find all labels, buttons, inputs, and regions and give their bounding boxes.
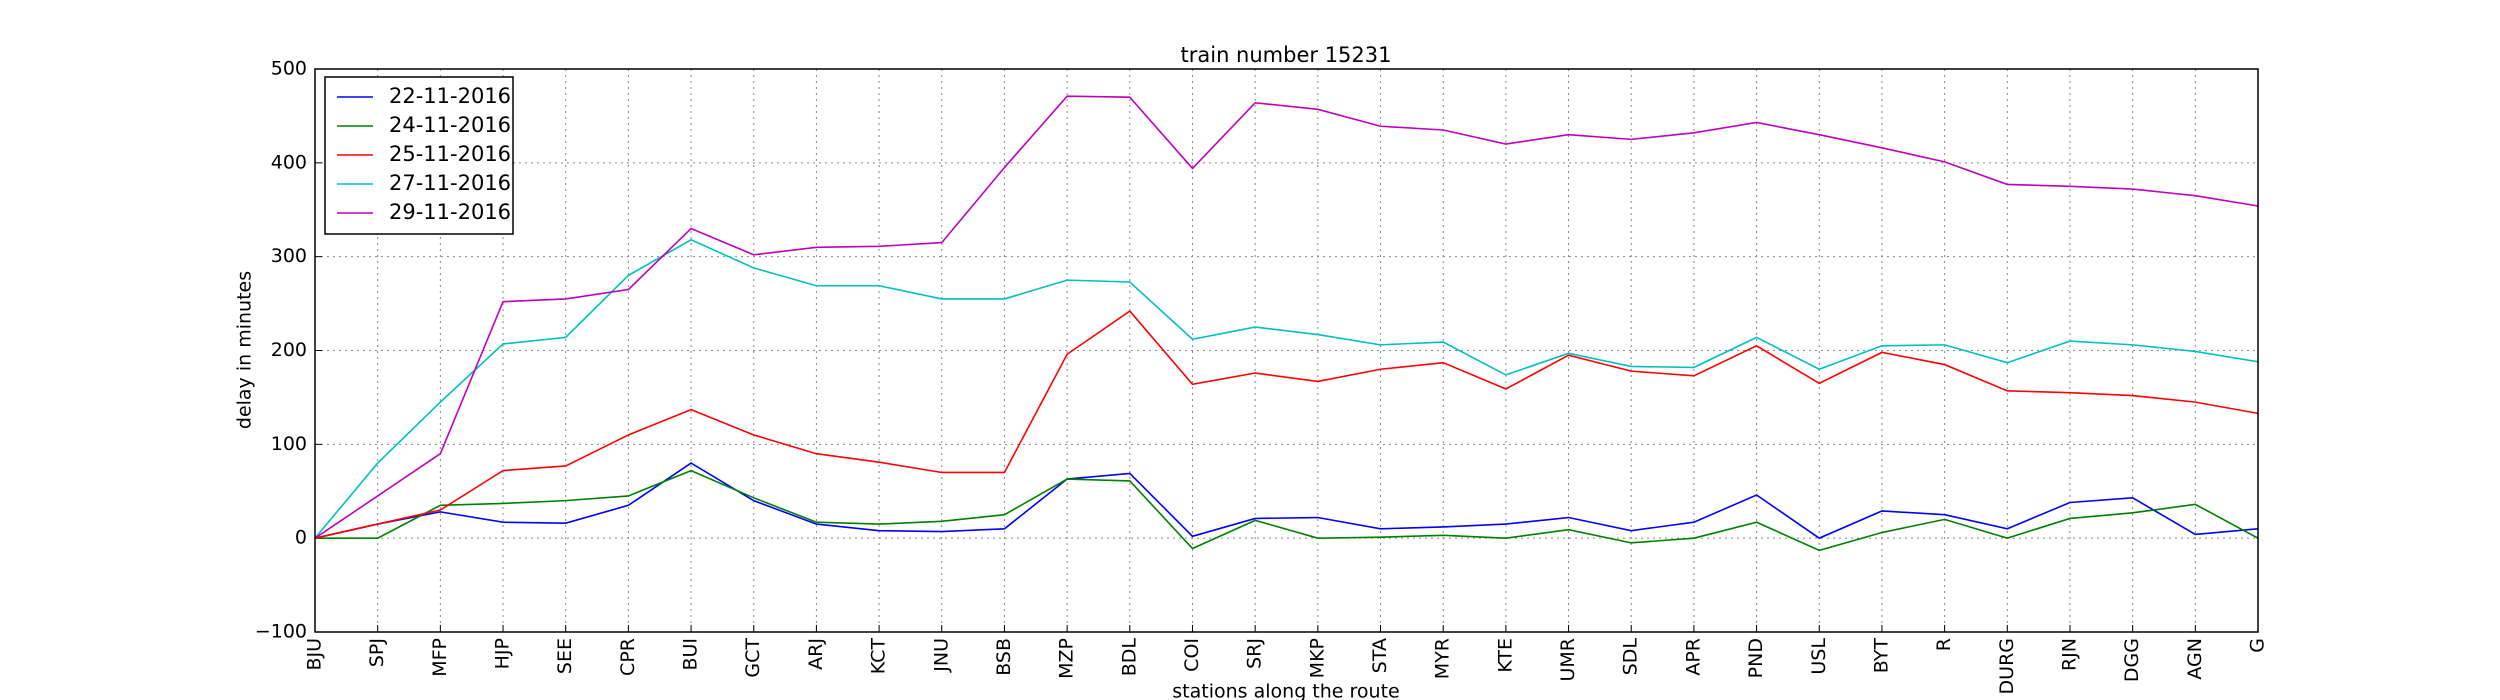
x-tick-label: SDL bbox=[1620, 638, 1642, 676]
legend-label: 29-11-2016 bbox=[389, 200, 511, 224]
x-tick-label: MKP bbox=[1306, 638, 1328, 678]
x-tick-label: BYT bbox=[1870, 638, 1892, 674]
legend-label: 25-11-2016 bbox=[389, 142, 511, 166]
x-tick-label: AGN bbox=[2184, 638, 2206, 680]
y-tick-label: 0 bbox=[295, 527, 307, 549]
series-line bbox=[314, 95, 2259, 539]
plot-frame bbox=[314, 68, 2259, 633]
x-tick-label: KTE bbox=[1494, 638, 1516, 673]
series-line bbox=[314, 462, 2259, 540]
x-tick-label: MZP bbox=[1056, 638, 1078, 679]
x-tick-label: MFP bbox=[429, 638, 451, 677]
x-tick-label: BDL bbox=[1118, 638, 1140, 677]
series-line bbox=[315, 469, 2259, 552]
x-tick-label: COI bbox=[1181, 638, 1203, 672]
x-tick-label: SPJ bbox=[366, 638, 388, 667]
x-tick-label: GCT bbox=[742, 638, 764, 678]
x-tick-label: SEE bbox=[554, 638, 576, 674]
x-tick-label: R bbox=[1933, 638, 1955, 651]
y-tick-label: 300 bbox=[271, 245, 307, 267]
legend-label: 22-11-2016 bbox=[389, 84, 511, 108]
x-tick-label: RJN bbox=[2058, 638, 2080, 671]
x-tick-label: ARJ bbox=[805, 638, 827, 670]
x-tick-label: DURG bbox=[1996, 638, 2018, 694]
legend-label: 27-11-2016 bbox=[389, 171, 511, 195]
chart-title: train number 15231 bbox=[1181, 43, 1392, 67]
y-tick-label: 100 bbox=[271, 433, 307, 455]
y-tick-label: −100 bbox=[255, 621, 307, 643]
x-tick-label: KCT bbox=[868, 638, 890, 675]
x-tick-label: BJU bbox=[304, 638, 326, 671]
x-tick-label: HJP bbox=[492, 638, 514, 669]
series-line bbox=[314, 310, 2259, 539]
x-tick-label: SRJ bbox=[1244, 638, 1266, 669]
x-tick-label: STA bbox=[1369, 638, 1391, 673]
y-tick-label: 500 bbox=[271, 58, 307, 80]
x-tick-label: PND bbox=[1745, 638, 1767, 678]
x-axis-label: stations along the route bbox=[1172, 681, 1399, 700]
y-tick-label: 200 bbox=[271, 339, 307, 361]
x-tick-label: USL bbox=[1808, 638, 1830, 675]
x-tick-label: BUI bbox=[680, 638, 702, 671]
series-line bbox=[314, 238, 2259, 539]
x-tick-label: BSB bbox=[993, 638, 1015, 676]
x-tick-label: JNU bbox=[930, 638, 952, 673]
y-axis-label: delay in minutes bbox=[234, 271, 256, 429]
x-tick-label: APR bbox=[1682, 638, 1704, 676]
legend-label: 24-11-2016 bbox=[389, 113, 511, 137]
y-tick-label: 400 bbox=[271, 151, 307, 173]
x-tick-label: G bbox=[2247, 638, 2269, 653]
x-tick-label: MYR bbox=[1432, 638, 1454, 679]
x-tick-label: DGG bbox=[2121, 638, 2143, 682]
x-tick-label: CPR bbox=[617, 638, 639, 676]
x-tick-label: UMR bbox=[1557, 638, 1579, 682]
